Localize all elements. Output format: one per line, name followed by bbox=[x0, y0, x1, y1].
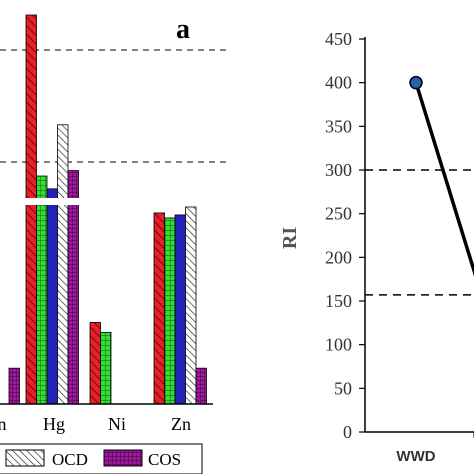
bar-series-2-hg bbox=[46, 188, 58, 405]
data-point-wwd bbox=[409, 75, 423, 90]
bar-series-0-zn bbox=[153, 212, 165, 405]
panel-b-x-labels: WWD bbox=[396, 432, 474, 465]
legend-swatch-ocd bbox=[5, 449, 45, 467]
panel-b: RI 0 50 100 150 200 250 300 350 400 450 WWD bbox=[279, 29, 474, 465]
legend-label-cos: COS bbox=[148, 450, 181, 469]
panel-a: n Hg Ni Zn a OCD COS bbox=[0, 14, 228, 474]
y-tick-label-300: 300 bbox=[325, 160, 352, 180]
panel-a-axis-break bbox=[0, 198, 210, 205]
legend-label-ocd: OCD bbox=[52, 450, 88, 469]
bar-series-1-zn bbox=[164, 217, 176, 405]
x-label-ni: Ni bbox=[108, 414, 126, 434]
panel-b-reference-lines bbox=[365, 169, 474, 296]
bar-cos-hg bbox=[67, 170, 79, 405]
bar-series-0-hg bbox=[25, 14, 37, 405]
x-label-zn: Zn bbox=[171, 414, 191, 434]
panel-a-reference-lines bbox=[0, 49, 228, 163]
bar-series-1-ni bbox=[100, 331, 112, 405]
panel-b-y-axis-title: RI bbox=[279, 227, 301, 249]
bar-ocd-hg bbox=[57, 124, 69, 405]
y-tick-label-0: 0 bbox=[343, 422, 352, 442]
y-tick-label-200: 200 bbox=[325, 247, 352, 267]
legend-swatch-cos bbox=[103, 449, 143, 467]
y-tick-label-350: 350 bbox=[325, 116, 352, 136]
bar-series-2-zn bbox=[174, 214, 186, 405]
bar-series-1-hg bbox=[36, 175, 48, 405]
panel-a-letter: a bbox=[176, 14, 190, 45]
y-tick-label-450: 450 bbox=[325, 29, 352, 49]
bar-cos-zn bbox=[195, 367, 207, 405]
y-tick-label-250: 250 bbox=[325, 204, 352, 224]
panel-a-legend: OCD COS bbox=[0, 443, 203, 474]
panel-a-x-labels: n Hg Ni Zn bbox=[0, 414, 191, 434]
y-tick-label-150: 150 bbox=[325, 291, 352, 311]
panel-a-bars bbox=[8, 14, 207, 405]
panel-b-y-ticks: 0 50 100 150 200 250 300 350 400 450 bbox=[325, 29, 365, 442]
bar-series-0-ni bbox=[89, 322, 101, 405]
bar-cos-n bbox=[8, 367, 20, 405]
y-tick-label-400: 400 bbox=[325, 73, 352, 93]
panel-b-series bbox=[409, 75, 474, 277]
y-tick-label-50: 50 bbox=[334, 378, 352, 398]
x-label-n: n bbox=[0, 414, 7, 434]
y-tick-label-100: 100 bbox=[325, 335, 352, 355]
series-line bbox=[414, 82, 474, 277]
x-label-hg: Hg bbox=[43, 414, 65, 434]
bar-ocd-zn bbox=[185, 206, 197, 405]
x-label-wwd: WWD bbox=[396, 448, 435, 465]
